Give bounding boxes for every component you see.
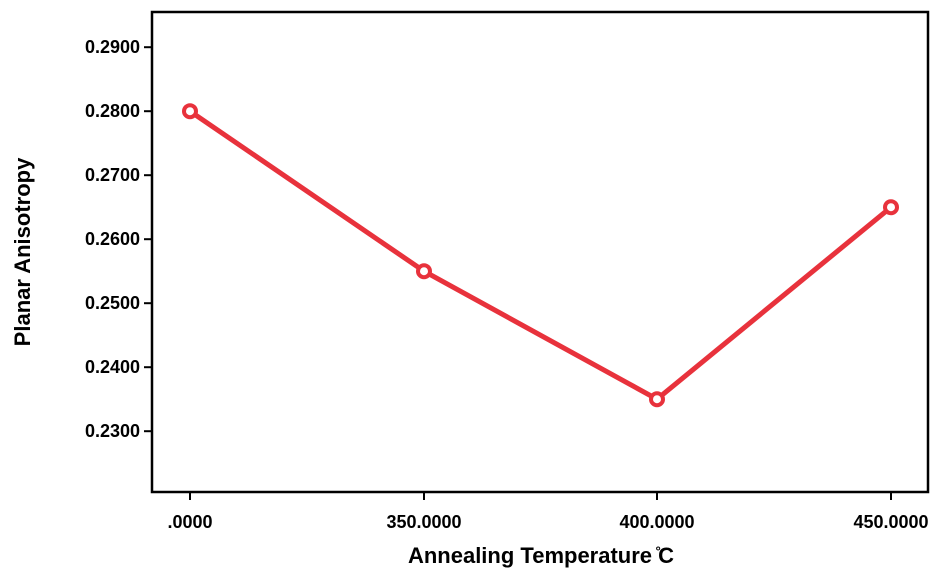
y-tick-label: 0.2700 xyxy=(85,165,140,185)
y-axis: 0.2300 0.2400 0.2500 0.2600 0.2700 0.2800 0.29… xyxy=(85,37,152,441)
x-axis: .0000 350.0000 400.0000 450.0000 xyxy=(167,492,929,532)
x-tick-label: 400.0000 xyxy=(619,512,694,532)
x-tick-label: 450.0000 xyxy=(853,512,928,532)
plot-frame xyxy=(150,10,930,494)
series-layer xyxy=(182,103,899,408)
x-axis-title: Annealing Temperature ̊C xyxy=(408,543,674,568)
x-tick-label: 350.0000 xyxy=(386,512,461,532)
y-tick-label: 0.2500 xyxy=(85,293,140,313)
y-tick-label: 0.2900 xyxy=(85,37,140,57)
data-point-0 xyxy=(182,103,198,120)
data-point-3 xyxy=(883,199,899,216)
x-tick-label: .0000 xyxy=(167,512,212,532)
data-point-1 xyxy=(416,263,432,280)
y-tick-label: 0.2800 xyxy=(85,101,140,121)
y-tick-label: 0.2300 xyxy=(85,421,140,441)
series-line xyxy=(187,108,894,402)
y-axis-title: Planar Anisotropy xyxy=(10,157,35,346)
y-tick-label: 0.2600 xyxy=(85,229,140,249)
y-tick-label: 0.2400 xyxy=(85,357,140,377)
data-point-2 xyxy=(649,391,665,408)
